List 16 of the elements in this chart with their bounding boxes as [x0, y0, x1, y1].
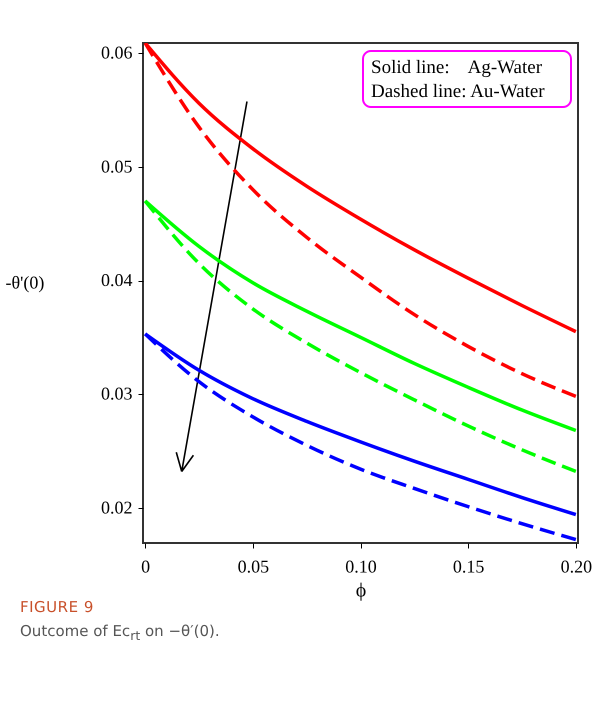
caption: FIGURE 9 [20, 598, 95, 616]
y-tick-label: 0.04 [101, 270, 132, 290]
y-tick-label: 0.05 [101, 156, 132, 176]
text: Outcome of Ec$_{rt}$ on −θ′(0). [20, 622, 220, 643]
x-tick-label: 0.15 [452, 556, 484, 576]
annotation: Dashed line: Au-Water [371, 81, 546, 102]
x-tick-label: 0.05 [238, 556, 270, 576]
annotation: Solid line: Ag-Water [371, 57, 543, 78]
x-tick-label: 0.20 [560, 556, 592, 576]
y-tick-label: 0.02 [101, 497, 132, 518]
y-axis-title: -θ'(0) [6, 272, 44, 292]
x-axis-title: ϕ [356, 580, 366, 602]
y-tick-label: 0.03 [101, 384, 132, 404]
x-tick-label: 0.10 [345, 556, 377, 576]
y-tick-label: 0.06 [101, 42, 132, 63]
x-tick-label: 0 [141, 556, 150, 576]
